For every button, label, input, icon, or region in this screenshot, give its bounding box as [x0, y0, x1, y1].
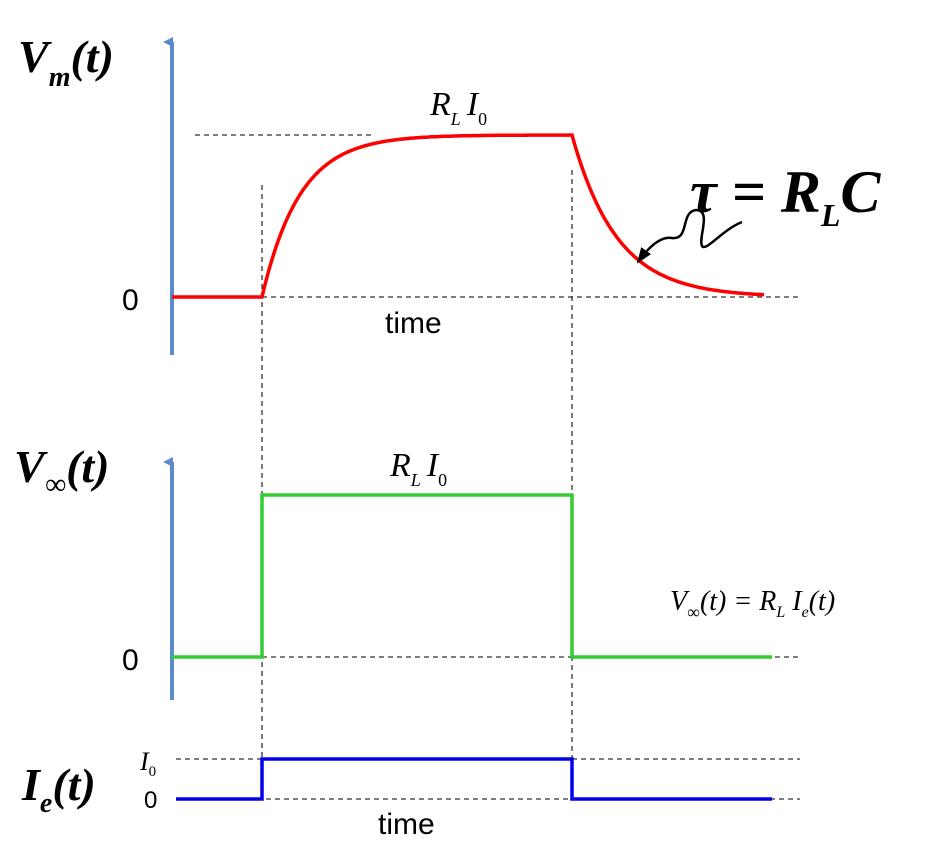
vinf-ylabel: V∞(t)	[14, 441, 110, 501]
ie-xlabel: time	[378, 808, 435, 841]
ie-zero-label: 0	[144, 787, 157, 814]
ie-ylabel: Ie(t)	[21, 759, 96, 819]
tau-equation: τ = RLC	[690, 159, 881, 233]
vinf-panel: V∞(t) 0 RL I0 V∞(t) = RL Ie(t)	[14, 441, 835, 700]
tau-squiggle-arrow	[636, 208, 743, 264]
vm-level-label: RL I0	[429, 86, 487, 129]
vm-ylabel: Vm(t)	[18, 31, 114, 93]
vm-response-curve	[172, 133, 765, 299]
vinf-level-label: RL I0	[389, 447, 447, 490]
vinf-equation: V∞(t) = RL Ie(t)	[670, 586, 835, 622]
ie-step-curve	[176, 757, 772, 801]
vm-panel: Vm(t) 0 RL I0 time τ = RLC	[18, 31, 881, 760]
vinf-zero-label: 0	[122, 644, 139, 677]
ie-panel: Ie(t) I0 0 time	[21, 747, 800, 841]
vinf-step-curve	[172, 493, 772, 659]
vm-zero-label: 0	[122, 284, 139, 317]
vm-xlabel: time	[385, 307, 442, 340]
ie-level-label: I0	[139, 747, 156, 780]
